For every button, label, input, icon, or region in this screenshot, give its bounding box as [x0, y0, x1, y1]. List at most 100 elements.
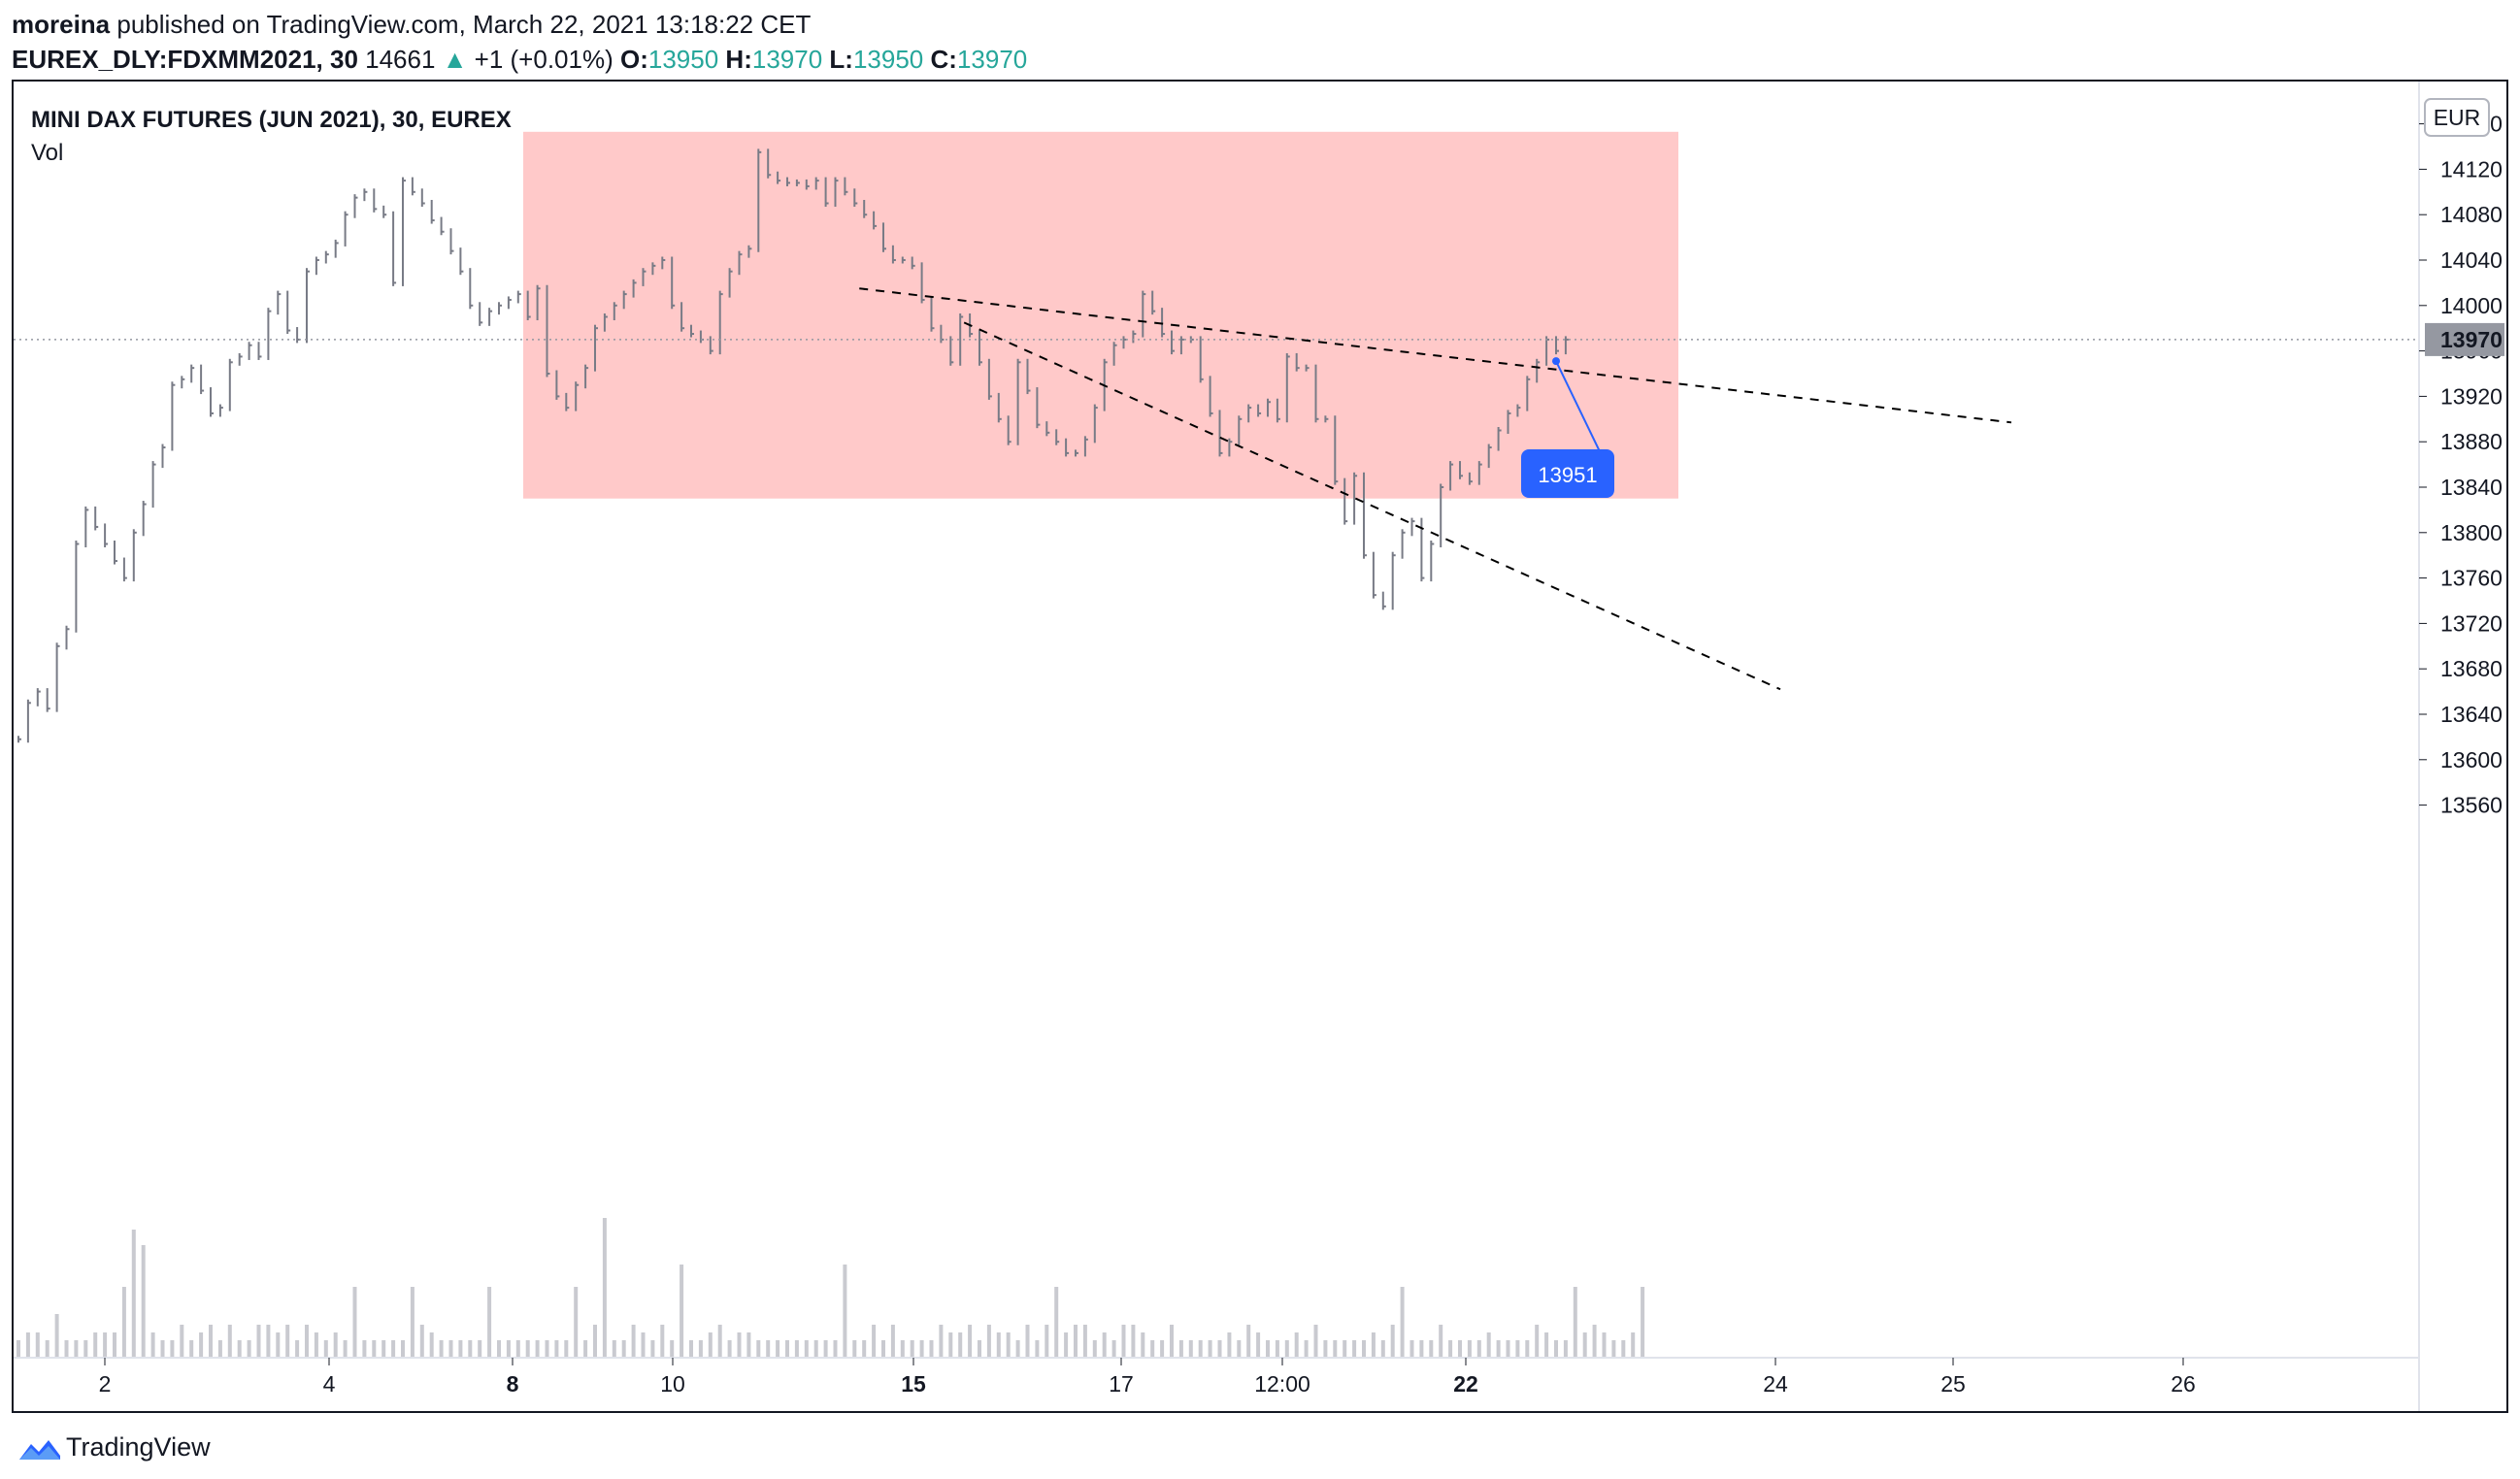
last-price-label: 13970 [2440, 327, 2503, 352]
low-label: L: [829, 45, 853, 74]
volume-bar [1313, 1325, 1318, 1357]
volume-bar [1400, 1287, 1405, 1357]
volume-bar [1082, 1325, 1087, 1357]
low-value: 13950 [852, 45, 924, 74]
volume-bar [45, 1340, 50, 1357]
volume-bar [333, 1332, 338, 1357]
volume-bar [1237, 1340, 1242, 1357]
high-label: H: [725, 45, 752, 74]
currency-button[interactable] [2424, 98, 2490, 137]
volume-bar [717, 1325, 722, 1357]
volume-bar [352, 1287, 357, 1357]
volume-bar [381, 1340, 386, 1357]
volume-bar [506, 1340, 511, 1357]
close-label: C: [930, 45, 957, 74]
volume-bar [1544, 1332, 1549, 1357]
volume-bar [1208, 1340, 1212, 1357]
last-price-badge [2425, 322, 2504, 356]
volume-bar [872, 1325, 877, 1357]
currency-label: EUR [2434, 105, 2481, 130]
publication-line: moreina published on TradingView.com, Ma… [12, 8, 811, 41]
volume-bar [680, 1265, 684, 1357]
volume-bar [525, 1340, 530, 1357]
volume-bar [1582, 1332, 1587, 1357]
volume-bar [1246, 1325, 1251, 1357]
volume-bar [150, 1332, 155, 1357]
volume-bar [1621, 1340, 1626, 1357]
volume-bar [1150, 1340, 1155, 1357]
volume-bar [862, 1340, 867, 1357]
volume-bar [1266, 1340, 1270, 1357]
symbol-ohlc-line: EUREX_DLY:FDXMM2021, 30 14661 ▲ +1 (+0.0… [12, 43, 1027, 76]
volume-bar [1178, 1340, 1183, 1357]
volume-bar [1409, 1340, 1414, 1357]
x-tick-label: 4 [323, 1371, 336, 1397]
x-tick-label: 10 [660, 1371, 685, 1397]
volume-bar [1467, 1340, 1472, 1357]
volume-bar [708, 1332, 713, 1357]
price-chart[interactable]: 13951 13560 13600 13640 13680 13720 13760 1380… [14, 82, 2506, 1411]
volume-bar [1602, 1332, 1607, 1357]
x-tick-label: 25 [1940, 1371, 1966, 1397]
volume-bar [74, 1340, 79, 1357]
volume-bar [612, 1340, 616, 1357]
volume-bar [602, 1218, 607, 1357]
volume-bar [689, 1340, 693, 1357]
volume-bar [1592, 1325, 1597, 1357]
volume-bar [1362, 1340, 1366, 1357]
volume-bar [285, 1325, 290, 1357]
volume-bar [1573, 1287, 1577, 1357]
legend-vol-label: Vol [31, 140, 63, 166]
volume-bar [1035, 1340, 1040, 1357]
volume-bar [372, 1340, 377, 1357]
volume-bar [247, 1340, 251, 1357]
volume-bar [1390, 1325, 1395, 1357]
volume-bar [314, 1332, 318, 1357]
time-axis: 2 4 8 10 15 17 12:00 22 24 25 26 [14, 1357, 2419, 1397]
tradingview-logo-icon[interactable] [17, 1434, 62, 1463]
footer: TradingView [12, 1425, 400, 1469]
price-axis: 13560 13600 13640 13680 13720 13760 13800 13840… [2418, 82, 2504, 1411]
volume-bar [1515, 1340, 1520, 1357]
volume-bar [1439, 1325, 1443, 1357]
volume-bar [17, 1340, 20, 1357]
footer-brand[interactable]: TradingView [66, 1432, 211, 1462]
volume-bar [986, 1325, 991, 1357]
volume-bar [1217, 1340, 1222, 1357]
volume-bar [1284, 1340, 1289, 1357]
volume-bar [1188, 1340, 1193, 1357]
volume-bar [1102, 1332, 1107, 1357]
volume-bar [852, 1340, 857, 1357]
volume-bar [1025, 1325, 1030, 1357]
volume-bar [1419, 1340, 1424, 1357]
volume-bar [237, 1340, 242, 1357]
volume-bar [487, 1287, 492, 1357]
x-tick-label: 8 [507, 1371, 519, 1397]
trendline-dashed [859, 287, 2012, 424]
volume-bar [1448, 1340, 1453, 1357]
callout-label: 13951 [1538, 463, 1597, 487]
volume-bar [1198, 1340, 1203, 1357]
volume-bar [1015, 1340, 1020, 1357]
x-tick-label: 17 [1109, 1371, 1134, 1397]
volume-bar [660, 1325, 665, 1357]
highlight-zone [523, 131, 1678, 499]
volume-bar [1074, 1325, 1078, 1357]
callout-anchor [1552, 357, 1560, 366]
volume-bar [698, 1340, 703, 1357]
y-tick-label: 13560 [2440, 793, 2503, 818]
volume-bar [535, 1340, 540, 1357]
volume-bar [54, 1314, 59, 1357]
volume-bar [170, 1340, 175, 1357]
volume-bar [1131, 1325, 1136, 1357]
author-name[interactable]: moreina [12, 10, 111, 39]
volume-bar [756, 1340, 761, 1357]
trendline-dashed [963, 321, 1781, 691]
y-tick-label: 13680 [2440, 656, 2503, 681]
highlight-zone-layer [523, 131, 1678, 499]
volume-bar [939, 1325, 944, 1357]
volume-bar [141, 1245, 146, 1357]
volume-bar [478, 1340, 482, 1357]
y-tick-label: 13840 [2440, 475, 2503, 500]
symbol-label[interactable]: EUREX_DLY:FDXMM2021, 30 [12, 45, 358, 74]
